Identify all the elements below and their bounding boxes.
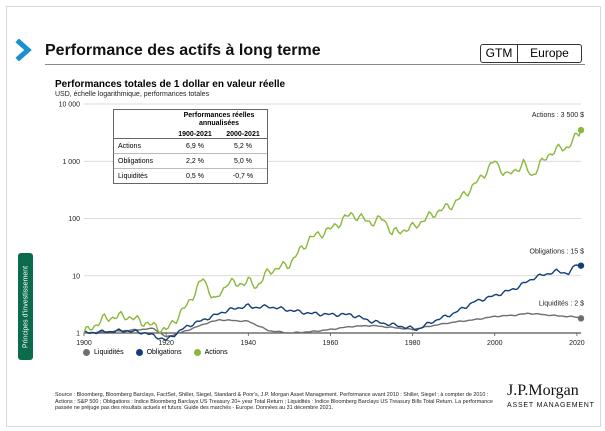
series-liquidites-line	[83, 312, 582, 338]
legend-item-actions: Actions	[193, 349, 228, 356]
table-col-2000-2021: 2000-2021	[226, 131, 260, 138]
y-tick-label: 100	[68, 216, 80, 223]
end-value-label: Liquidités : 2 $	[539, 300, 584, 307]
y-tick-label: 1 000	[62, 159, 80, 166]
legend-label: Actions	[204, 349, 228, 356]
source-note: Source : Bloomberg, Bloomberg Barclays, …	[55, 392, 493, 412]
series-end-marker	[577, 262, 585, 269]
region-badge: GTM Europe	[480, 44, 582, 63]
row-value: 2,2 %	[186, 157, 204, 165]
row-value: 6,9 %	[186, 142, 204, 150]
chart-units: USD, échelle logarithmique, performances…	[55, 91, 210, 98]
x-tick-label: 1980	[405, 340, 421, 347]
y-tick-label: 1	[76, 331, 80, 338]
x-tick-label: 2020	[569, 340, 585, 347]
chart-title: Performances totales de 1 dollar en vale…	[55, 79, 286, 90]
legend-label: Obligations	[146, 349, 182, 356]
table-col-1900-2021: 1900-2021	[178, 131, 212, 138]
row-value: -0,7 %	[232, 172, 254, 180]
x-tick-label: 1900	[76, 340, 92, 347]
x-tick-label: 1960	[323, 340, 339, 347]
table-heading: Performances réelles annualisées	[183, 112, 255, 127]
title-divider	[45, 64, 585, 65]
x-tick-label: 1940	[241, 340, 257, 347]
chart-legend: Liquidités Obligations Actions	[83, 349, 228, 356]
legend-swatch	[135, 349, 143, 356]
end-value-label: Actions : 3 500 $	[532, 112, 584, 119]
chevron-right-icon	[15, 39, 32, 61]
row-label: Liquidités	[118, 172, 148, 180]
x-tick-label: 1920	[158, 340, 174, 347]
row-value: 0,5 %	[186, 172, 204, 180]
row-value: 5,2 %	[234, 142, 252, 150]
badge-region: Europe	[530, 46, 569, 60]
table-row: Obligations 2,2 % 5,0 %	[114, 154, 267, 169]
end-value-label: Obligations : 15 $	[530, 249, 585, 256]
brand-logo: J.P.Morgan	[507, 382, 579, 399]
brand-division: ASSET MANAGEMENT	[507, 402, 595, 409]
page-title: Performance des actifs à long terme	[45, 42, 321, 59]
table-header: Performances réelles annualisées 1900-20…	[114, 110, 267, 139]
series-actions-line	[83, 129, 582, 334]
section-sidebar-tab: Principes d'investissement	[18, 253, 33, 360]
legend-label: Liquidités	[94, 349, 124, 356]
legend-item-obligations: Obligations	[135, 349, 182, 356]
table-row: Liquidités 0,5 % -0,7 %	[114, 169, 267, 183]
slide-frame	[6, 6, 601, 427]
badge-gtm: GTM	[481, 45, 518, 62]
row-label: Obligations	[118, 157, 154, 165]
series-obligations-line	[83, 264, 582, 341]
y-tick-label: 10 000	[59, 102, 81, 109]
returns-table: Performances réelles annualisées 1900-20…	[113, 109, 268, 184]
series-end-marker	[577, 315, 585, 322]
table-row: Actions 6,9 % 5,2 %	[114, 139, 267, 154]
row-label: Actions	[118, 142, 141, 150]
legend-swatch	[83, 349, 90, 356]
x-tick-label: 2000	[487, 340, 503, 347]
row-value: 5,0 %	[234, 157, 252, 165]
y-tick-label: 10	[72, 273, 80, 280]
legend-item-liquidites: Liquidités	[83, 349, 124, 356]
series-end-marker	[577, 126, 585, 134]
legend-swatch	[193, 349, 201, 356]
